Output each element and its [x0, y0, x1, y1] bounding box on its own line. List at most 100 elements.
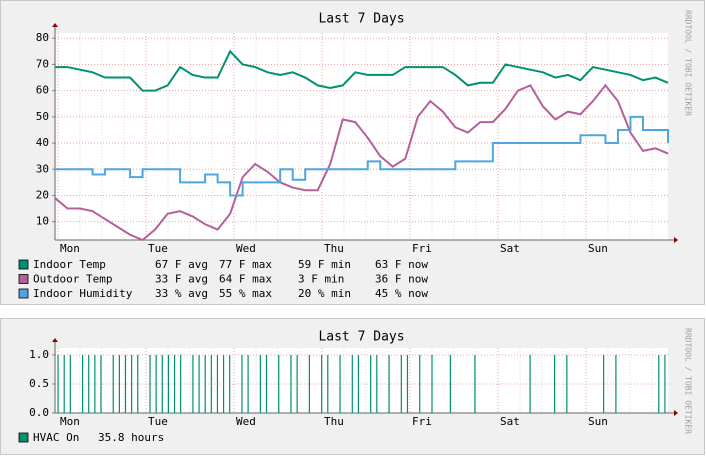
spike [137, 354, 139, 413]
spike [229, 354, 231, 413]
spike [290, 354, 292, 413]
spike [222, 354, 225, 413]
legend-stat: 63 F now [375, 258, 428, 271]
axis-arrow [674, 410, 678, 416]
axis-arrow [52, 23, 58, 27]
y-tick-label: 1.0 [29, 348, 49, 361]
series-line [55, 49, 669, 92]
y-tick-label: 70 [36, 57, 49, 70]
spike [180, 354, 182, 413]
spike [449, 354, 451, 413]
spike [278, 354, 280, 413]
x-tick-label: Tue [148, 242, 168, 255]
watermark: RRDTOOL / TOBI OETIKER [684, 328, 693, 434]
spike [161, 354, 163, 413]
spike [296, 354, 298, 413]
spike [118, 354, 120, 413]
x-tick-label: Sun [588, 242, 608, 255]
spike [69, 354, 71, 413]
spike [400, 354, 402, 413]
legend-label: Outdoor Temp [33, 273, 112, 286]
spike [321, 354, 323, 413]
spike [327, 354, 329, 413]
watermark: RRDTOOL / TOBI OETIKER [684, 10, 693, 116]
legend-stat: 33 F avg [155, 273, 208, 286]
spike [357, 354, 360, 413]
plot-area [55, 33, 668, 240]
spike [167, 354, 170, 413]
x-tick-label: Fri [412, 242, 432, 255]
spike [388, 354, 390, 413]
plot-area [55, 348, 668, 413]
series-line [54, 83, 669, 242]
spike [94, 354, 96, 413]
spike [204, 354, 206, 413]
spike [351, 354, 353, 413]
y-tick-label: 30 [36, 162, 49, 175]
spike [529, 354, 531, 413]
x-tick-label: Tue [148, 415, 168, 428]
x-tick-label: Fri [412, 415, 432, 428]
spike [216, 354, 219, 413]
legend-stat: 59 F min [298, 258, 351, 271]
spike [370, 354, 372, 413]
spike [553, 354, 556, 413]
legend-stat: 35.8 hours [98, 431, 164, 444]
spike [88, 354, 90, 413]
chart-title: Last 7 Days [318, 330, 404, 345]
spike [339, 354, 341, 413]
legend-stat: 67 F avg [155, 258, 208, 271]
x-tick-label: Wed [236, 242, 256, 255]
spike [100, 354, 102, 413]
spike [566, 354, 568, 413]
legend-stat: 45 % now [375, 287, 428, 300]
y-tick-label: 10 [36, 215, 49, 228]
spike [474, 354, 476, 413]
legend-swatch [18, 274, 29, 284]
legend-stat: 20 % min [298, 287, 351, 300]
spike [81, 354, 84, 413]
x-tick-label: Mon [60, 242, 80, 255]
spike [198, 354, 200, 413]
spike [247, 354, 249, 413]
y-tick-label: 0.0 [29, 406, 49, 419]
y-tick-label: 20 [36, 188, 49, 201]
spike [63, 354, 65, 413]
legend-label: Indoor Humidity [33, 287, 133, 300]
x-tick-label: Thu [324, 415, 344, 428]
spike [658, 354, 660, 413]
axis-arrow [52, 338, 58, 342]
legend-label: Indoor Temp [33, 258, 106, 271]
spike [173, 354, 176, 413]
spike [124, 354, 127, 413]
x-tick-label: Wed [236, 415, 256, 428]
spike [265, 354, 268, 413]
spike [112, 354, 114, 413]
spike [210, 354, 212, 413]
spike [664, 354, 666, 413]
axis-arrow [674, 237, 678, 243]
legend-stat: 77 F max [219, 258, 272, 271]
y-tick-label: 80 [36, 31, 49, 44]
y-tick-label: 40 [36, 136, 49, 149]
spike [376, 354, 378, 413]
y-tick-label: 0.5 [29, 377, 49, 390]
spike [259, 354, 261, 413]
spike [308, 354, 310, 413]
legend-stat: 55 % max [219, 287, 272, 300]
legend-stat: 33 % avg [155, 287, 208, 300]
x-tick-label: Sat [500, 415, 520, 428]
spike [149, 354, 151, 413]
legend-label: HVAC On [33, 431, 79, 444]
x-tick-label: Sun [588, 415, 608, 428]
y-tick-label: 50 [36, 110, 49, 123]
legend-stat: 3 F min [298, 273, 344, 286]
spike [419, 354, 421, 413]
spike [603, 354, 605, 413]
spike [155, 354, 157, 413]
spike [192, 354, 194, 413]
spike [406, 354, 409, 413]
legend-swatch [18, 259, 29, 270]
legend-swatch [18, 288, 29, 299]
spike [615, 354, 617, 413]
